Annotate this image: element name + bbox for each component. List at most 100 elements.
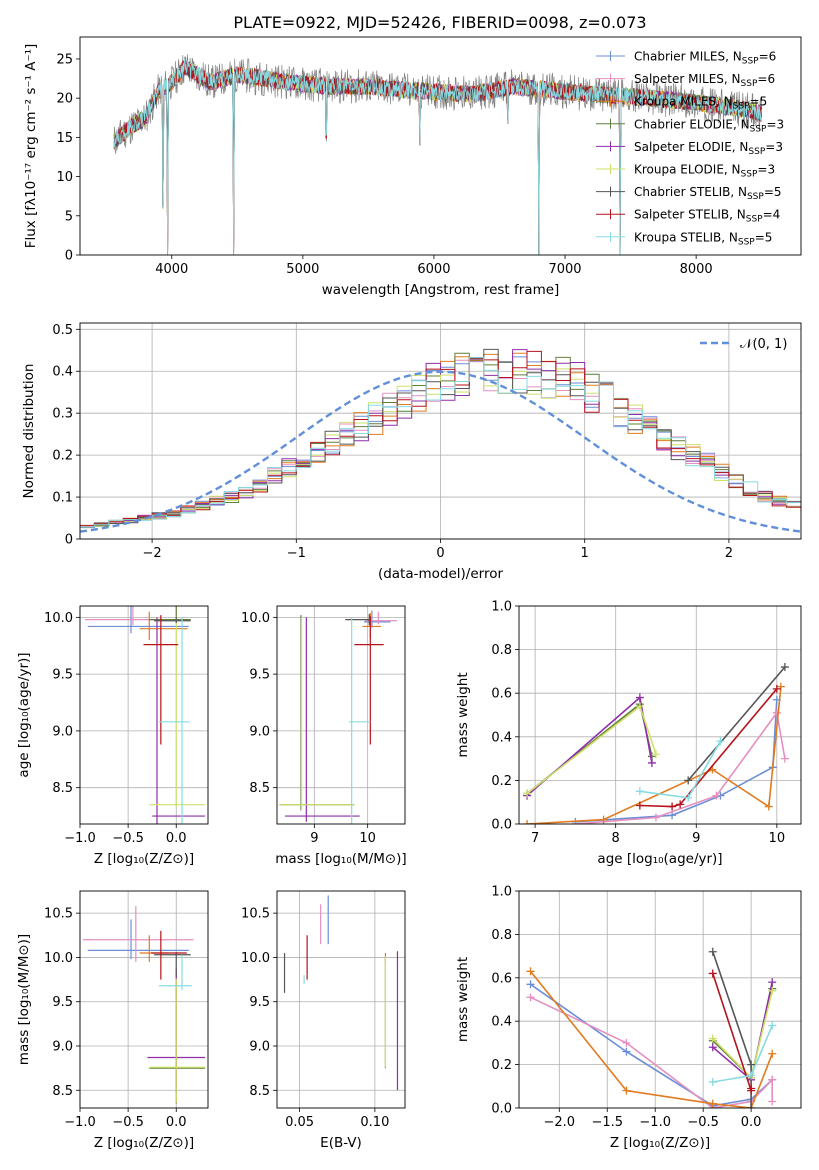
histogram-step — [80, 358, 801, 526]
x-tick-label: 0.0 — [741, 1115, 762, 1130]
legend-count: =6 — [759, 50, 777, 64]
y-tick-label: 10.0 — [241, 611, 270, 626]
weight-point — [708, 1077, 717, 1086]
legend-label: Salpeter MILES, NSSP=6 — [634, 72, 775, 89]
weight-point — [651, 750, 660, 759]
y-tick-label: 9.0 — [249, 724, 270, 739]
x-tick-label: 9 — [310, 831, 318, 846]
y-axis-label: Flux [fλ10⁻¹⁷ erg cm⁻² s⁻¹ A⁻¹] — [23, 44, 39, 249]
spectrum-line — [113, 58, 763, 255]
x-tick-label: 1 — [581, 546, 589, 561]
y-tick-label: 0.5 — [52, 323, 73, 338]
y-tick-label: 0 — [65, 533, 73, 548]
legend-subscript: SSP — [741, 79, 758, 89]
y-tick-label: 0.3 — [52, 407, 73, 422]
plot-area-weight_vs_age — [523, 663, 789, 824]
x-tick-label: −1.5 — [591, 1115, 623, 1130]
y-tick-label: 9.0 — [52, 724, 73, 739]
y-tick-label: 9.5 — [52, 995, 73, 1010]
axes-frame — [79, 322, 802, 540]
legend-count: =4 — [763, 208, 781, 222]
y-tick-label: 10.5 — [241, 907, 270, 922]
weight-series-line — [687, 666, 786, 781]
legend-count: =6 — [757, 72, 775, 86]
weight-point — [622, 1047, 631, 1056]
histogram-step — [80, 352, 801, 528]
x-tick-label: −0.5 — [112, 1115, 144, 1130]
weight-point — [747, 1104, 756, 1108]
y-axis-label: mass weight — [455, 672, 471, 757]
chart-mass_vs_ebv: 0.05 0.10 8.5 9.0 9.5 10.0 10.5 E(B-V) — [241, 890, 406, 1151]
weight-point — [708, 947, 717, 956]
y-tick-label: 0.6 — [491, 687, 512, 702]
x-tick-label: 8 — [612, 831, 620, 846]
y-axis-label: Normed distribution — [21, 364, 37, 499]
y-tick-label: 10.0 — [44, 611, 73, 626]
legend-count: =3 — [765, 140, 783, 154]
chart-age_vs_mass: 9 10 8.5 9.0 9.5 10.0 mass [log₁₀(M/M⊙)] — [241, 605, 407, 867]
figure-title: PLATE=0922, MJD=52426, FIBERID=0098, z=0… — [233, 13, 646, 32]
x-tick-label: 0.10 — [360, 1115, 389, 1130]
weight-point — [716, 737, 725, 746]
weight-series-line — [712, 973, 752, 1091]
weight-point — [622, 1038, 631, 1047]
legend-subscript: SSP — [750, 124, 767, 134]
y-tick-label: 0.4 — [491, 1015, 512, 1030]
x-axis-label: mass [log₁₀(M/M⊙)] — [275, 851, 406, 867]
weight-point — [622, 1086, 631, 1095]
histogram-step — [80, 356, 801, 529]
weight-point — [780, 663, 789, 672]
y-tick-label: 8.5 — [52, 781, 73, 796]
x-tick-label: −0.5 — [112, 831, 144, 846]
weight-series-line — [529, 970, 773, 1108]
histogram-step — [80, 350, 801, 526]
y-tick-label: 8.5 — [249, 1084, 270, 1099]
legend-count: =5 — [750, 95, 768, 109]
weight-point — [747, 1060, 756, 1069]
x-tick-label: 5000 — [286, 262, 319, 277]
y-tick-label: 0.2 — [52, 449, 73, 464]
plot-area-spectrum — [113, 54, 763, 255]
chart-age_vs_Z: −1.0 −0.5 0.0 8.5 9.0 9.5 10.0 Z [log₁₀(Z/Z⊙)] a… — [16, 605, 209, 867]
weight-point — [768, 978, 777, 987]
y-tick-label: 5 — [65, 209, 73, 224]
legend-subscript: SSP — [746, 215, 763, 225]
x-axis-label: age [log₁₀(age/yr)] — [597, 851, 722, 867]
x-axis-label: (data-model)/error — [378, 566, 504, 582]
y-tick-label: 9.5 — [249, 668, 270, 683]
legend-count: =3 — [766, 117, 784, 131]
y-tick-label: 0.1 — [52, 491, 73, 506]
plot-area-mass_vs_ebv — [283, 895, 399, 1091]
chart-spectrum: 4000 5000 6000 7000 8000 0 5 10 15 20 25 wavelength… — [23, 36, 802, 298]
chart-mass_vs_Z: −1.0 −0.5 0.0 8.5 9.0 9.5 10.0 10.5 Z [log₁₀(Z/Z… — [16, 890, 209, 1151]
axes-frame — [79, 890, 209, 1109]
weight-point — [772, 684, 781, 693]
x-tick-label: −2 — [143, 546, 162, 561]
x-tick-label: 4000 — [155, 262, 188, 277]
y-tick-label: 1.0 — [491, 885, 512, 900]
chart-weight_vs_Z: −2.0 −1.5 −1.0 −0.5 0.0 0.0 0.2 0.4 0.6 0.8 1.0 Z [… — [455, 885, 802, 1151]
legend-label: Salpeter STELIB, NSSP=4 — [634, 208, 780, 225]
weight-point — [768, 986, 777, 995]
x-tick-label: 0 — [436, 546, 444, 561]
y-tick-label: 10.0 — [44, 951, 73, 966]
weight-point — [684, 776, 693, 785]
legend-label: Chabrier MILES, NSSP=6 — [634, 50, 776, 67]
legend: Chabrier MILES, NSSP=6 Salpeter MILES, NS… — [596, 50, 784, 247]
weight-point — [526, 967, 535, 976]
x-axis-label: wavelength [Angstrom, rest frame] — [322, 282, 560, 298]
y-tick-label: 0.4 — [491, 730, 512, 745]
y-tick-label: 9.5 — [52, 668, 73, 683]
x-tick-label: 9 — [692, 831, 700, 846]
chart-residuals: −2 −1 0 1 2 0 0.1 0.2 0.3 0.4 0.5 (data-model)/erro… — [21, 322, 802, 582]
y-tick-label: 8.5 — [52, 1084, 73, 1099]
x-tick-label: 0.05 — [285, 1115, 314, 1130]
legend-label: 𝒩(0, 1) — [740, 337, 787, 352]
legend-subscript: SSP — [742, 57, 759, 67]
weight-point — [526, 980, 535, 989]
axes-frame — [79, 36, 802, 256]
y-tick-label: 10.0 — [241, 951, 270, 966]
plot-area-age_vs_Z — [84, 606, 206, 824]
y-tick-label: 15 — [56, 131, 73, 146]
